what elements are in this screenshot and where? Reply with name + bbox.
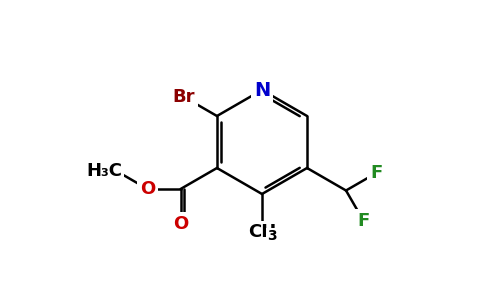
Text: F: F xyxy=(357,212,370,230)
Text: O: O xyxy=(140,180,155,198)
Text: F: F xyxy=(370,164,382,182)
Text: Br: Br xyxy=(173,88,196,106)
Text: CH: CH xyxy=(248,223,276,241)
Text: O: O xyxy=(173,215,188,233)
Text: H: H xyxy=(107,163,122,181)
Text: 3: 3 xyxy=(267,229,277,243)
Text: H₃C: H₃C xyxy=(86,163,122,181)
Text: N: N xyxy=(254,80,270,100)
